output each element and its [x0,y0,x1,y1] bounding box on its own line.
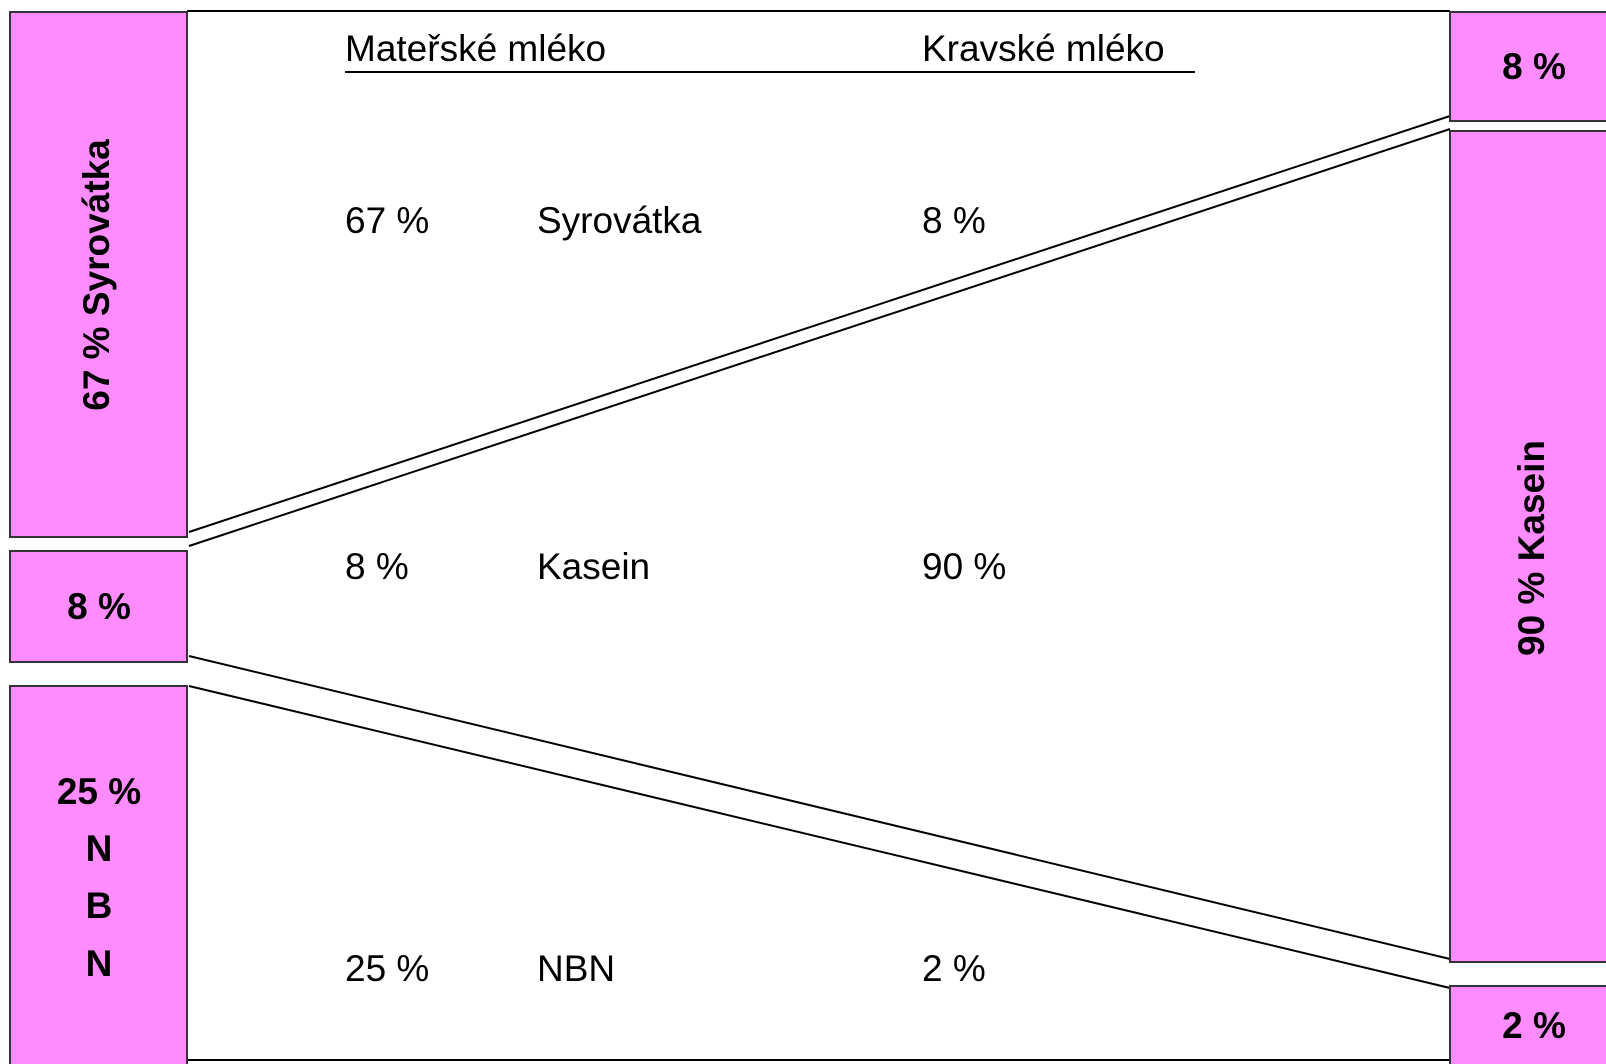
box-label: 67 % Syrovátka [76,139,117,411]
box-label: N [86,943,113,984]
box-label: 8 % [1502,46,1566,87]
cell: 67 % [345,200,429,241]
cell: 2 % [922,948,986,989]
right-box [1449,11,1606,122]
right-box [1449,130,1606,963]
cell: 90 % [922,546,1006,587]
cell: Kasein [537,546,650,587]
left-box [9,11,188,538]
box-label: N [86,828,113,869]
cell: 25 % [345,948,429,989]
column-header: Mateřské mléko [345,28,606,69]
cell: 8 % [922,200,986,241]
box-label: B [86,885,113,926]
cell: NBN [537,948,615,989]
box-label: 8 % [67,586,131,627]
connector [188,115,1451,533]
cell: Syrovátka [537,200,702,241]
box-label: 2 % [1502,1005,1566,1046]
left-box [9,550,188,663]
cell: 8 % [345,546,409,587]
box-label: 90 % Kasein [1511,440,1552,656]
connector [188,655,1451,960]
left-box [9,685,188,1064]
column-header: Kravské mléko [922,28,1165,69]
right-box [1449,985,1606,1064]
connector [188,685,1451,989]
box-label: 25 % [57,771,141,812]
connector [188,128,1451,547]
